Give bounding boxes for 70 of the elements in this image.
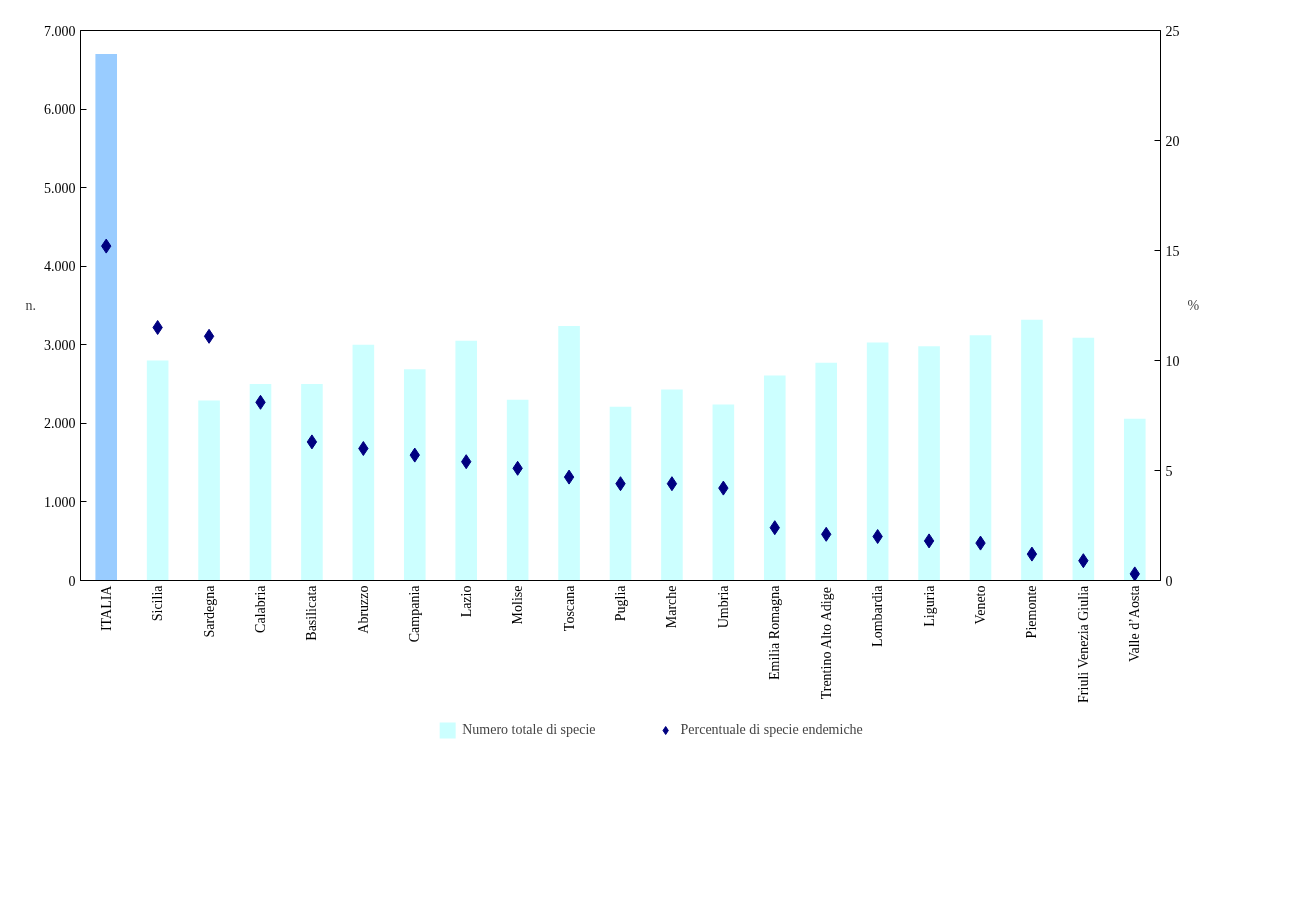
bar: [661, 389, 683, 581]
y-tick-label: 4.000: [44, 259, 76, 275]
point: [1129, 566, 1140, 581]
y-tick-label: 0: [68, 573, 76, 589]
bar: [866, 342, 889, 581]
y-tick-label: 1.000: [44, 494, 76, 510]
y-tick-label: 7.000: [44, 23, 76, 39]
bar: [712, 404, 735, 581]
bar: [249, 384, 272, 581]
bar: [815, 362, 838, 581]
x-tick-label: Campania: [407, 584, 423, 643]
x-tick-label: Basilicata: [304, 584, 320, 641]
y-tick-label: 3.000: [44, 337, 76, 353]
x-tick-label: Sardegna: [201, 584, 217, 638]
x-tick-label: Molise: [510, 585, 526, 625]
bar: [352, 344, 375, 581]
x-tick-label: Friuli Venezia Giulia: [1075, 584, 1091, 703]
y2-tick-label: 20: [1165, 133, 1180, 149]
x-tick-label: Veneto: [973, 585, 988, 625]
point: [152, 320, 163, 335]
y-axis-title: n.: [25, 298, 36, 313]
legend-label: Percentuale di specie endemiche: [680, 722, 863, 738]
legend-label: Numero totale di specie: [462, 722, 596, 738]
point: [203, 328, 215, 344]
point: [563, 469, 575, 485]
bar: [918, 346, 940, 581]
point: [306, 434, 318, 450]
point: [666, 476, 678, 492]
bar: [969, 335, 992, 581]
x-tick-label: ITALIA: [98, 584, 114, 632]
y2-tick-label: 0: [1165, 573, 1173, 589]
point: [1026, 546, 1038, 562]
x-tick-label: Lazio: [458, 585, 474, 618]
x-tick-label: Valle d’Aosta: [1127, 584, 1143, 663]
bar: [609, 406, 632, 581]
x-tick-label: Abruzzo: [355, 585, 371, 634]
y2-tick-label: 10: [1165, 353, 1180, 369]
y2-tick-label: 15: [1165, 243, 1180, 259]
y2-tick-label: 5: [1165, 463, 1173, 479]
point: [358, 441, 369, 456]
bar: [506, 399, 529, 581]
x-tick-label: Emilia Romagna: [767, 584, 783, 680]
bar: [301, 384, 323, 581]
bar: [1021, 319, 1043, 581]
x-tick-label: Marche: [664, 585, 680, 629]
bar: [455, 340, 478, 581]
point: [872, 529, 883, 544]
x-tick-label: Umbria: [715, 584, 731, 629]
y2-axis-title: %: [1187, 298, 1200, 313]
bar: [403, 369, 426, 581]
bar: [558, 325, 580, 581]
x-tick-label: Puglia: [613, 584, 628, 622]
x-tick-label: Lombardia: [870, 584, 886, 647]
y2-tick-label: 25: [1165, 23, 1180, 39]
x-tick-label: Sicilia: [150, 584, 166, 622]
bar: [1123, 418, 1146, 581]
bar: [1072, 337, 1095, 581]
bar: [763, 375, 786, 581]
x-tick-label: Piemonte: [1024, 585, 1040, 639]
x-tick-label: Liguria: [921, 584, 937, 627]
point: [923, 533, 935, 549]
y-tick-label: 6.000: [44, 102, 76, 118]
bar: [198, 400, 220, 581]
bar: [95, 54, 118, 581]
bar: [146, 360, 169, 581]
y-tick-label: 5.000: [44, 180, 76, 196]
x-tick-label: Toscana: [561, 584, 577, 632]
x-tick-label: Trentino Alto Adige: [818, 587, 834, 700]
y-tick-label: 2.000: [44, 416, 76, 432]
x-tick-label: Calabria: [253, 584, 268, 633]
